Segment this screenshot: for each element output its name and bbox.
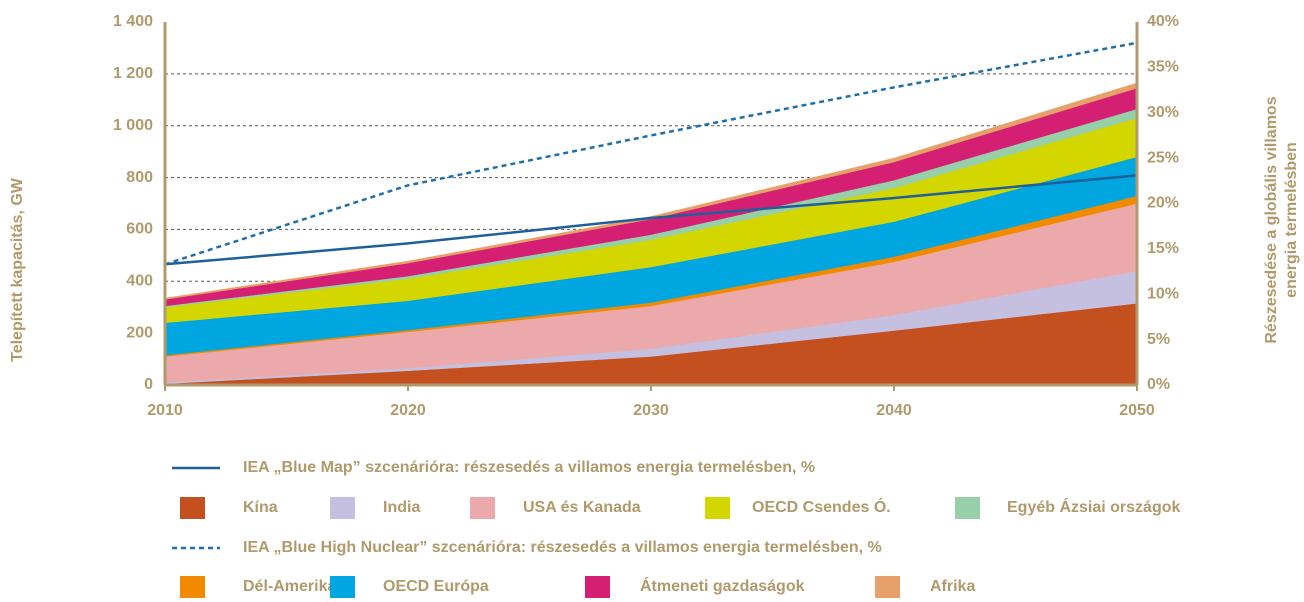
legend-label: Afrika — [930, 578, 975, 595]
legend-label: USA és Kanada — [523, 499, 641, 516]
y2-axis-title: energia termelésben — [1283, 142, 1300, 298]
x-tick-label: 2030 — [633, 402, 669, 419]
legend-swatch — [180, 497, 205, 519]
x-tick-label: 2040 — [876, 402, 912, 419]
y-tick-label: 800 — [126, 169, 153, 186]
legend-label: OECD Európa — [383, 578, 489, 595]
legend-label: IEA „Blue Map” szcenárióra: részesedés a… — [243, 459, 815, 476]
legend-swatch — [705, 497, 730, 519]
legend-label: Átmeneti gazdaságok — [640, 576, 805, 595]
y-tick-label: 1 400 — [113, 13, 153, 30]
y2-axis-title: Részesedése a globális villamos — [1263, 96, 1280, 343]
legend-label: India — [383, 499, 420, 516]
legend-swatch — [955, 497, 980, 519]
legend-label: IEA „Blue High Nuclear” szcenárióra: rés… — [243, 539, 882, 556]
legend-label: Egyéb Ázsiai országok — [1007, 497, 1180, 516]
legend-swatch — [875, 576, 900, 598]
y-tick-label: 200 — [126, 324, 153, 341]
legend-swatch — [470, 497, 495, 519]
legend-label: Kína — [243, 499, 278, 516]
y2-tick-label: 15% — [1147, 240, 1179, 257]
x-tick-label: 2020 — [390, 402, 426, 419]
y2-tick-label: 25% — [1147, 149, 1179, 166]
y-tick-label: 600 — [126, 221, 153, 238]
y2-tick-label: 35% — [1147, 59, 1179, 76]
y2-tick-label: 0% — [1147, 376, 1170, 393]
y-axis-title: Telepített kapacitás, GW — [9, 177, 26, 362]
legend-label: OECD Csendes Ó. — [752, 497, 891, 516]
y2-tick-label: 5% — [1147, 331, 1170, 348]
y2-tick-label: 40% — [1147, 13, 1179, 30]
y2-tick-label: 20% — [1147, 195, 1179, 212]
legend-swatch — [330, 497, 355, 519]
x-tick-label: 2050 — [1119, 402, 1155, 419]
y-tick-label: 400 — [126, 273, 153, 290]
legend-swatch — [330, 576, 355, 598]
line — [164, 174, 1138, 266]
y2-tick-label: 10% — [1147, 285, 1179, 302]
y-tick-label: 0 — [144, 376, 153, 393]
y2-tick-label: 30% — [1147, 104, 1179, 121]
x-tick-label: 2010 — [147, 402, 183, 419]
legend-label: Dél-Amerika — [243, 578, 336, 595]
legend-swatch — [585, 576, 610, 598]
y-tick-label: 1 000 — [113, 117, 153, 134]
legend-swatch — [180, 576, 205, 598]
y-tick-label: 1 200 — [113, 65, 153, 82]
